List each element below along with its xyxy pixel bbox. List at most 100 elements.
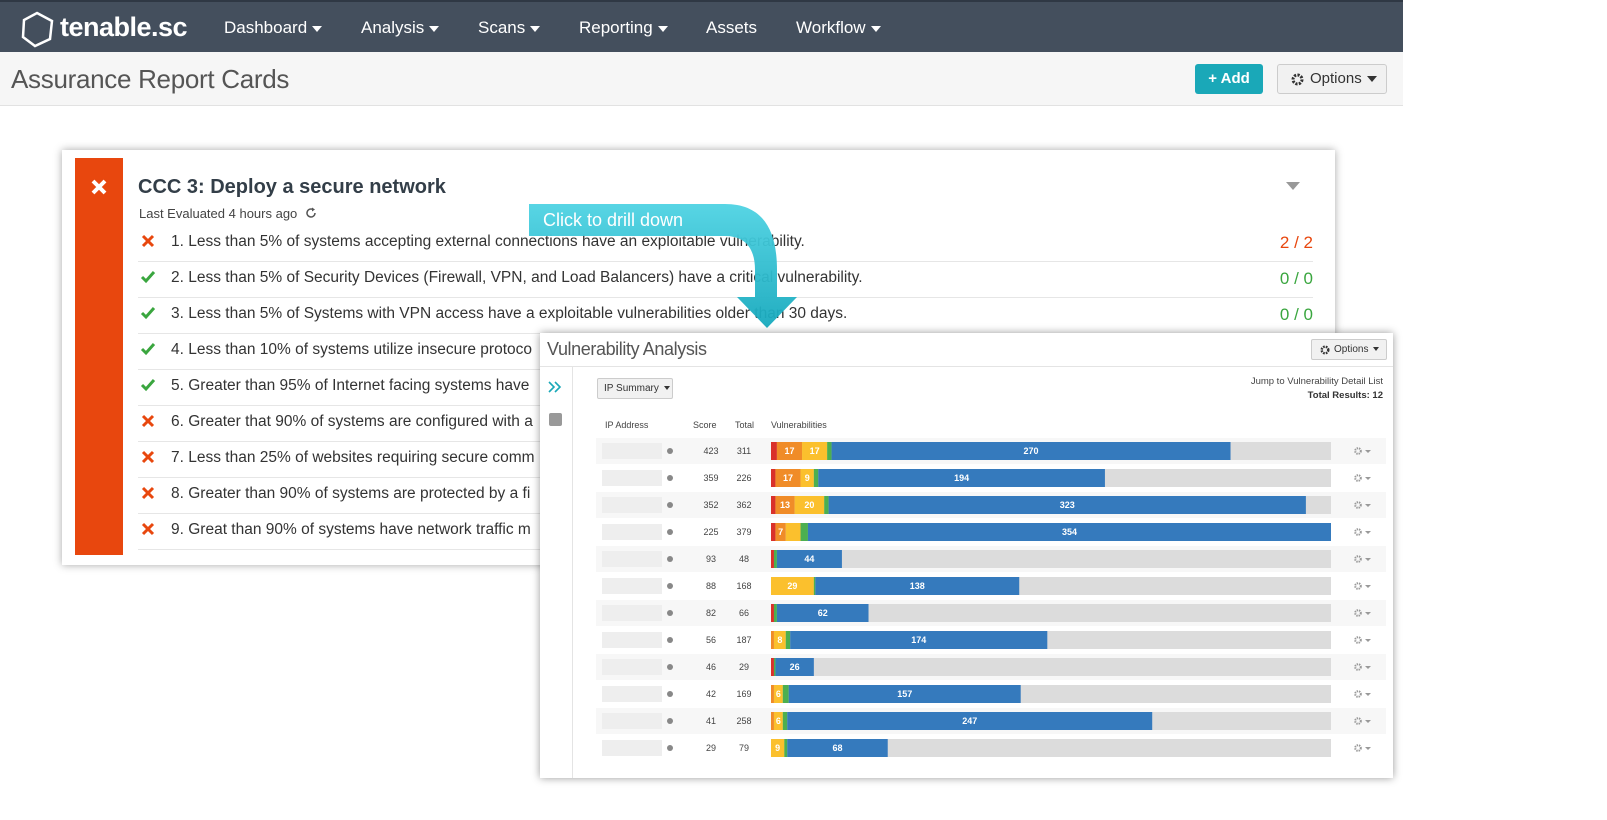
bar-segment[interactable] <box>771 496 776 514</box>
options-button[interactable]: Options <box>1277 64 1387 94</box>
score: 93 <box>706 554 716 564</box>
bar-label: 6 <box>776 716 781 726</box>
column-header[interactable]: Score <box>693 420 717 430</box>
column-header: Vulnerabilities <box>771 420 827 430</box>
gear-icon <box>1320 345 1330 355</box>
score: 29 <box>706 743 716 753</box>
expand-icon[interactable] <box>548 381 562 393</box>
row-gear[interactable] <box>1354 609 1371 617</box>
bar-segment[interactable] <box>773 658 776 676</box>
bar-segment[interactable] <box>800 469 814 487</box>
bar-segment[interactable] <box>828 496 1306 514</box>
ip-redacted <box>602 578 662 594</box>
row-gear[interactable] <box>1354 663 1371 671</box>
tool-dropdown[interactable]: IP Summary <box>597 378 673 399</box>
bar-segment[interactable] <box>776 550 842 568</box>
bar-segment[interactable] <box>775 658 814 676</box>
item-text: 3. Less than 5% of Systems with VPN acce… <box>171 305 848 322</box>
bar-segment[interactable] <box>775 469 801 487</box>
row-gear[interactable] <box>1354 474 1371 482</box>
item-score: 0 / 0 <box>1279 269 1313 288</box>
refresh-icon[interactable] <box>305 207 317 219</box>
bar-segment[interactable] <box>776 442 803 460</box>
bar-segment[interactable] <box>813 577 816 595</box>
bar-segment[interactable] <box>775 523 786 541</box>
brand[interactable]: tenable.sc <box>60 12 188 42</box>
bar-segment[interactable] <box>775 496 795 514</box>
bar-segment[interactable] <box>818 469 1105 487</box>
bar-segment[interactable] <box>771 685 774 703</box>
bar-segment[interactable] <box>771 469 776 487</box>
bar-segment[interactable] <box>771 604 774 622</box>
bar-segment[interactable] <box>802 442 828 460</box>
bar-segment[interactable] <box>771 523 776 541</box>
page-header: Assurance Report Cards + Add Options <box>0 52 1403 106</box>
total: 66 <box>739 608 749 618</box>
nav-item[interactable]: Workflow <box>796 18 881 38</box>
bar-label: 6 <box>776 689 781 699</box>
row-gear[interactable] <box>1354 501 1371 509</box>
nav-item[interactable]: Analysis <box>361 18 440 38</box>
cross <box>141 522 155 536</box>
collapse-caret[interactable] <box>1285 181 1301 191</box>
add-button[interactable]: + Add <box>1195 64 1263 94</box>
bar-segment[interactable] <box>773 550 777 568</box>
bar-segment[interactable] <box>773 685 783 703</box>
bar-segment[interactable] <box>771 712 774 730</box>
nav-item[interactable]: Dashboard <box>224 18 323 38</box>
row-gear[interactable] <box>1354 528 1371 536</box>
info-icon[interactable] <box>549 413 562 426</box>
item-text: 4. Less than 10% of systems utilize inse… <box>171 341 532 358</box>
bar-segment[interactable] <box>815 577 1020 595</box>
ip-redacted <box>602 551 662 567</box>
row-gear[interactable] <box>1354 447 1371 455</box>
bar-segment[interactable] <box>773 604 777 622</box>
bar-segment[interactable] <box>771 658 774 676</box>
divider <box>540 366 1393 367</box>
row-gear[interactable] <box>1354 744 1371 752</box>
bar-segment[interactable] <box>787 739 888 757</box>
bar-segment[interactable] <box>807 523 1331 541</box>
jump-link[interactable]: Jump to Vulnerability Detail List <box>1250 376 1383 387</box>
gear <box>1354 528 1362 536</box>
caret <box>657 25 668 32</box>
tool-label: IP Summary <box>604 383 659 394</box>
bar-segment[interactable] <box>782 712 788 730</box>
row-gear[interactable] <box>1354 636 1371 644</box>
bar-segment[interactable] <box>773 712 783 730</box>
bar-segment[interactable] <box>771 739 785 757</box>
bar-segment[interactable] <box>813 469 819 487</box>
bar-segment[interactable] <box>784 739 788 757</box>
row-gear[interactable] <box>1354 717 1371 725</box>
bar-segment[interactable] <box>782 685 789 703</box>
score: 82 <box>706 608 716 618</box>
bar-segment[interactable] <box>771 442 777 460</box>
info-dot <box>667 583 673 589</box>
ip-redacted <box>602 713 662 729</box>
bar-segment[interactable] <box>771 577 814 595</box>
bar-segment[interactable] <box>824 496 829 514</box>
row-gear[interactable] <box>1354 690 1371 698</box>
nav-item[interactable]: Reporting <box>579 18 668 38</box>
panel-options[interactable]: Options <box>1311 339 1387 360</box>
bar-segment[interactable] <box>776 604 869 622</box>
bar-segment[interactable] <box>800 523 808 541</box>
bar-segment[interactable] <box>785 631 791 649</box>
row-gear[interactable] <box>1354 582 1371 590</box>
gear <box>1354 636 1362 644</box>
bar-segment[interactable] <box>771 550 774 568</box>
bar-segment[interactable] <box>773 631 786 649</box>
bar-segment[interactable] <box>787 712 1153 730</box>
bar-segment[interactable] <box>827 442 832 460</box>
bar-segment[interactable] <box>794 496 825 514</box>
nav-item[interactable]: Assets <box>706 18 757 38</box>
bar-segment[interactable] <box>831 442 1231 460</box>
row-gear[interactable] <box>1354 555 1371 563</box>
caret <box>530 25 541 32</box>
bar-segment[interactable] <box>771 631 774 649</box>
bar-segment[interactable] <box>788 685 1021 703</box>
bar-segment[interactable] <box>790 631 1048 649</box>
bar-segment[interactable] <box>785 523 801 541</box>
bar-label: 26 <box>790 662 800 672</box>
nav-item[interactable]: Scans <box>478 18 541 38</box>
